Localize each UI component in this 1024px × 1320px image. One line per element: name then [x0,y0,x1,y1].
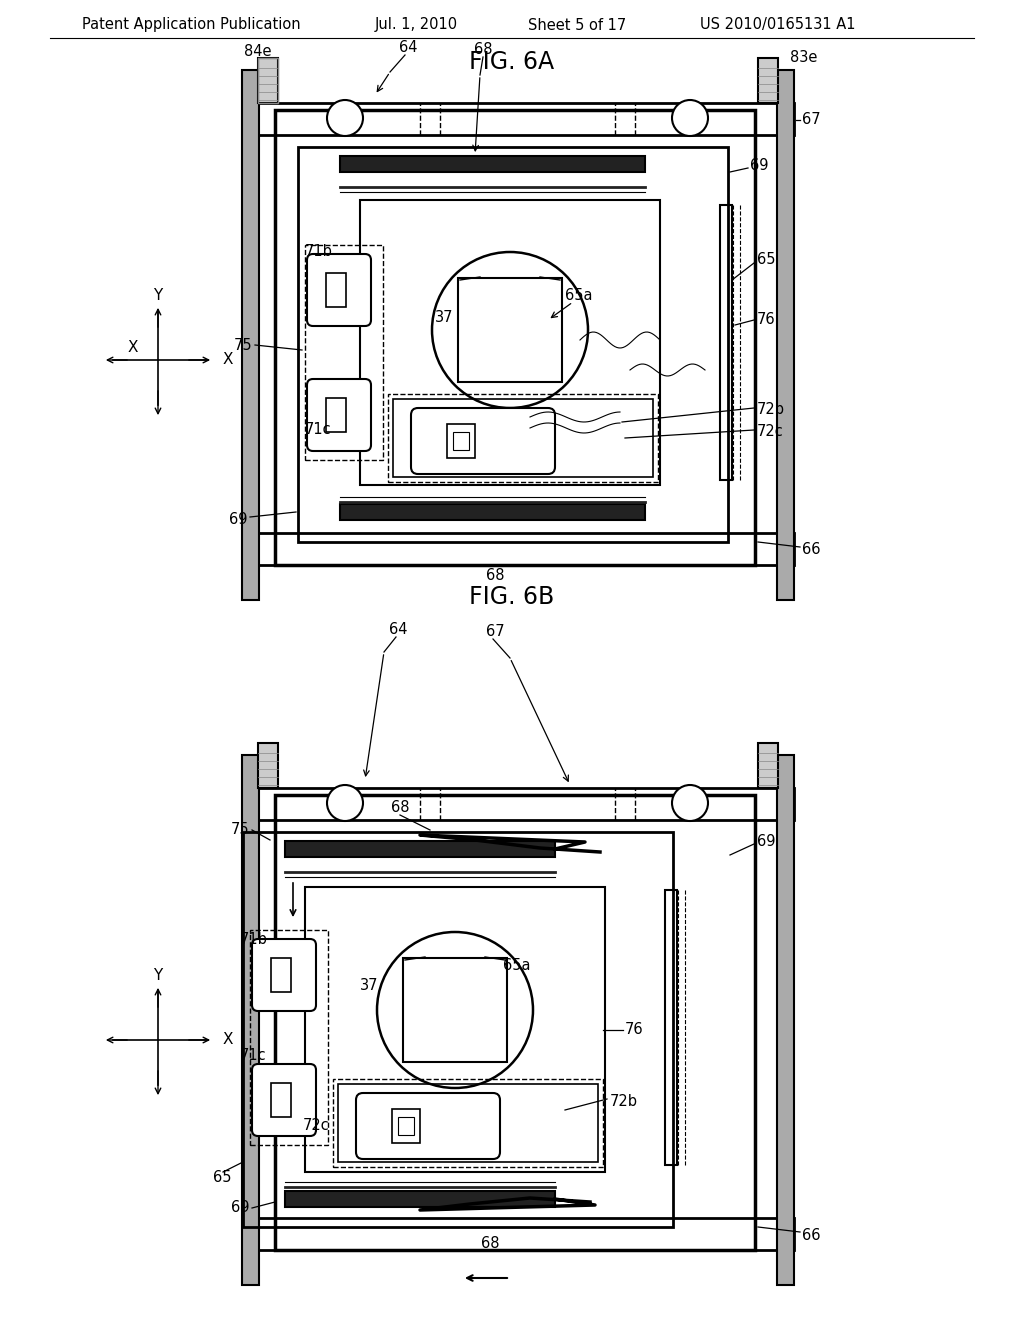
Text: 67: 67 [802,112,820,128]
Text: Y: Y [154,968,163,982]
Text: 71b: 71b [305,244,333,260]
FancyBboxPatch shape [307,253,371,326]
Text: Y: Y [154,288,163,302]
Bar [250,931,328,1144]
Bar [360,201,660,484]
Text: 67: 67 [485,624,504,639]
FancyBboxPatch shape [411,408,555,474]
Bar [242,103,794,135]
Text: FIG. 6B: FIG. 6B [469,585,555,609]
Text: X: X [223,1032,233,1048]
Text: 69: 69 [230,1200,249,1216]
Text: 65: 65 [213,1170,231,1184]
Bar [271,958,291,993]
Bar [305,887,605,1172]
Text: 64: 64 [398,41,417,55]
Text: 71b: 71b [240,932,268,948]
Bar [242,70,259,601]
Bar [326,273,346,308]
Bar [665,890,677,1166]
Circle shape [432,252,588,408]
Bar [388,393,658,482]
Bar [720,205,732,480]
Text: 69: 69 [229,512,248,528]
Bar [403,958,507,1063]
Bar [258,58,278,103]
Text: 37: 37 [435,309,454,325]
Bar [242,533,794,565]
Text: 84e: 84e [245,45,271,59]
Bar [458,279,562,381]
Bar [285,841,555,857]
Bar [258,58,278,103]
Text: 76: 76 [757,313,775,327]
Text: 71c: 71c [305,422,332,437]
Text: 68: 68 [391,800,410,816]
Text: 72b: 72b [757,403,785,417]
Text: 72b: 72b [610,1094,638,1110]
Bar [398,1117,414,1135]
Circle shape [672,100,708,136]
Text: 76: 76 [625,1023,644,1038]
Bar [338,1084,598,1162]
Bar [258,743,278,788]
Text: 69: 69 [757,834,775,850]
Text: 68: 68 [485,568,504,582]
Text: 71c: 71c [240,1048,266,1063]
Text: Sheet 5 of 17: Sheet 5 of 17 [528,17,627,33]
Text: 68: 68 [474,42,493,58]
Text: US 2010/0165131 A1: US 2010/0165131 A1 [700,17,855,33]
Text: X: X [128,341,138,355]
Text: 65: 65 [757,252,775,268]
Bar [340,504,645,520]
Bar [243,832,673,1228]
Circle shape [327,100,362,136]
Circle shape [377,932,534,1088]
Bar [242,788,794,820]
Text: FIG. 6A: FIG. 6A [469,50,555,74]
Bar [326,399,346,432]
Text: 65a: 65a [503,957,530,973]
Bar [285,1191,555,1206]
Text: 65a: 65a [565,288,593,302]
Text: 66: 66 [802,1228,820,1242]
Text: 72c: 72c [303,1118,330,1133]
Text: Jul. 1, 2010: Jul. 1, 2010 [375,17,458,33]
Text: 69: 69 [750,157,768,173]
FancyBboxPatch shape [252,939,316,1011]
Bar [453,432,469,450]
Bar [275,110,755,565]
FancyBboxPatch shape [356,1093,500,1159]
Bar [242,755,259,1284]
Bar [271,1082,291,1117]
Bar [275,795,755,1250]
Bar [298,147,728,543]
Text: 66: 66 [802,543,820,557]
Bar [447,424,475,458]
Bar [242,1218,794,1250]
Bar [393,399,653,477]
Text: 83e: 83e [790,50,817,66]
Bar [305,246,383,459]
Bar [777,70,794,601]
Text: Patent Application Publication: Patent Application Publication [82,17,301,33]
Circle shape [327,785,362,821]
Circle shape [672,785,708,821]
Bar [392,1109,420,1143]
Text: 75: 75 [233,338,252,352]
Text: X: X [223,352,233,367]
Bar [340,156,645,172]
Bar [333,1078,603,1167]
Bar [777,755,794,1284]
Text: 37: 37 [360,978,379,993]
Bar [758,58,778,103]
Text: 75: 75 [230,822,249,837]
FancyBboxPatch shape [252,1064,316,1137]
Text: 68: 68 [480,1236,500,1250]
Text: 64: 64 [389,623,408,638]
FancyBboxPatch shape [307,379,371,451]
Bar [758,743,778,788]
Text: 72c: 72c [757,425,783,440]
